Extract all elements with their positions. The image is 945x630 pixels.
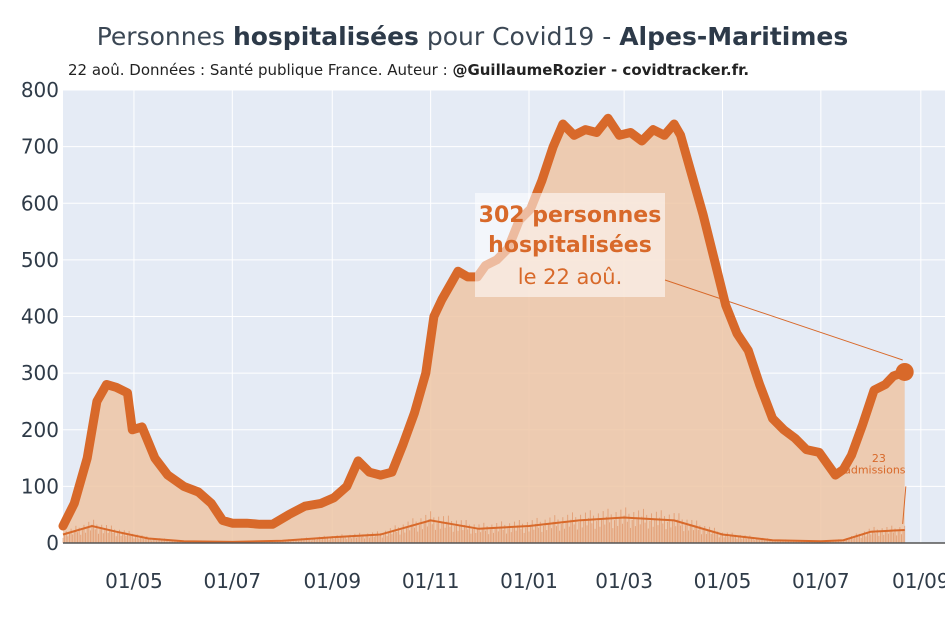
- x-tick-label: 01/01: [500, 569, 558, 593]
- admissions-leader-line: [902, 486, 907, 525]
- x-tick-label: 01/11: [402, 569, 460, 593]
- chart-subtitle: 22 aoû. Données : Santé publique France.…: [68, 61, 750, 79]
- x-tick-label: 01/07: [203, 569, 261, 593]
- x-tick-label: 01/09: [303, 569, 361, 593]
- y-tick-label: 0: [46, 531, 59, 555]
- y-tick-label: 100: [21, 474, 59, 498]
- y-tick-label: 600: [21, 191, 59, 215]
- admissions-line: [62, 516, 905, 543]
- y-tick-label: 800: [21, 78, 59, 102]
- admissions-value: 23: [872, 452, 886, 465]
- y-tick-label: 200: [21, 418, 59, 442]
- last-value-marker: [895, 362, 914, 381]
- annotation-line-2: hospitalisées: [488, 233, 652, 258]
- annotation-line-1: 302 personnes: [479, 203, 662, 228]
- admissions-label: admissions: [844, 463, 906, 476]
- annotation-leader-line: [664, 279, 903, 361]
- y-tick-label: 400: [21, 305, 59, 329]
- y-axis: 0 100 200 300 400 500 600 700 800: [21, 78, 59, 555]
- x-tick-label: 01/05: [694, 569, 752, 593]
- chart-title: Personnes hospitalisées pour Covid19 - A…: [96, 22, 849, 51]
- x-axis: 01/05 01/07 01/09 01/11 01/01 01/03 01/05 01/07…: [105, 569, 945, 593]
- y-tick-label: 500: [21, 248, 59, 272]
- x-tick-label: 01/07: [792, 569, 850, 593]
- hospitalized-area: [63, 118, 905, 544]
- x-tick-label: 01/09: [892, 569, 945, 593]
- y-tick-label: 700: [21, 135, 59, 159]
- annotation-box: [475, 193, 665, 297]
- y-tick-label: 300: [21, 361, 59, 385]
- annotation-line-3: le 22 aoû.: [518, 265, 623, 289]
- x-tick-label: 01/03: [595, 569, 653, 593]
- x-tick-label: 01/05: [105, 569, 163, 593]
